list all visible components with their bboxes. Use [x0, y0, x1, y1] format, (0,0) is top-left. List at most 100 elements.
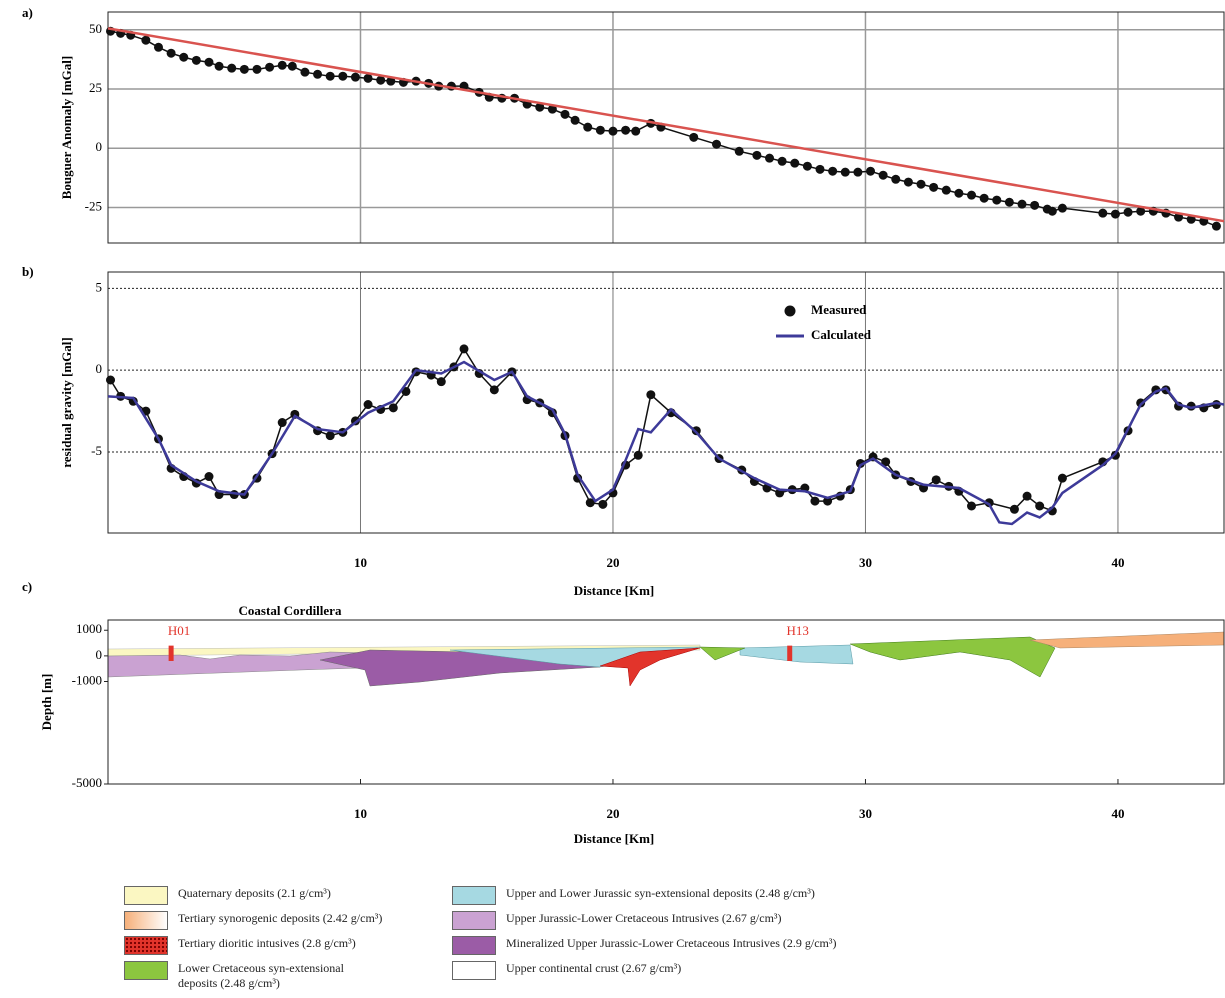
data-point: [490, 385, 499, 394]
data-point: [942, 186, 951, 195]
legend-swatch: [124, 961, 168, 980]
legend-marker: [785, 306, 796, 317]
data-point: [571, 116, 580, 125]
panel-label: a): [22, 5, 33, 20]
plot-frame: [108, 12, 1224, 243]
legend-swatch: [124, 911, 168, 930]
data-point: [790, 159, 799, 168]
data-point: [326, 72, 335, 81]
well-label: H13: [787, 623, 809, 638]
data-point: [389, 403, 398, 412]
data-point: [313, 70, 322, 79]
data-point: [810, 497, 819, 506]
x-tick-label: 10: [354, 806, 367, 821]
data-point: [598, 500, 607, 509]
data-point: [954, 189, 963, 198]
data-point: [1010, 505, 1019, 514]
data-point: [765, 154, 774, 163]
series-line: [111, 349, 1217, 511]
data-point: [803, 162, 812, 171]
data-point: [1005, 198, 1014, 207]
y-axis-label: Depth [m]: [39, 674, 54, 731]
legend-item: Tertiary dioritic intusives (2.8 g/cm³): [124, 936, 356, 955]
data-point: [561, 110, 570, 119]
data-point: [816, 165, 825, 174]
data-point: [735, 147, 744, 156]
y-tick-label: -5000: [72, 775, 102, 790]
legend-item: Tertiary synorogenic deposits (2.42 g/cm…: [124, 911, 382, 930]
data-point: [904, 178, 913, 187]
data-point: [621, 126, 630, 135]
well: [169, 646, 174, 661]
legend-label: Lower Cretaceous syn-extensional deposit…: [178, 961, 383, 991]
legend-item: Mineralized Upper Jurassic-Lower Cretace…: [452, 936, 837, 955]
data-point: [215, 62, 224, 71]
x-axis-label: Distance [Km]: [574, 583, 655, 598]
data-point: [980, 194, 989, 203]
y-tick-label: -5: [91, 443, 102, 458]
data-point: [932, 475, 941, 484]
series-line: [108, 28, 1224, 221]
legend-label: Tertiary dioritic intusives (2.8 g/cm³): [178, 936, 356, 951]
data-point: [106, 376, 115, 385]
panel-label: c): [22, 579, 32, 594]
data-point: [929, 183, 938, 192]
legend-label: Upper and Lower Jurassic syn-extensional…: [506, 886, 815, 901]
data-point: [992, 196, 1001, 205]
legend-item: Quaternary deposits (2.1 g/cm³): [124, 886, 331, 905]
y-tick-label: 1000: [76, 621, 102, 636]
figure: a)50250-25Bouguer Anomaly [mGal]b)50-510…: [0, 0, 1225, 998]
legend-swatch: [452, 886, 496, 905]
data-point: [631, 127, 640, 136]
data-point: [1111, 210, 1120, 219]
data-point: [278, 61, 287, 70]
data-point: [1035, 502, 1044, 511]
data-point: [364, 400, 373, 409]
data-point: [853, 168, 862, 177]
data-point: [141, 36, 150, 45]
data-point: [288, 62, 297, 71]
y-tick-label: 0: [96, 647, 103, 662]
legend-label: Mineralized Upper Jurassic-Lower Cretace…: [506, 936, 837, 951]
data-point: [240, 65, 249, 74]
geology-section: [108, 630, 1224, 784]
data-point: [1212, 222, 1221, 231]
y-tick-label: -25: [85, 198, 102, 213]
data-point: [596, 126, 605, 135]
x-tick-label: 30: [859, 555, 872, 570]
data-point: [1030, 201, 1039, 210]
data-point: [634, 451, 643, 460]
legend-swatch: [452, 961, 496, 980]
legend-label: Calculated: [811, 327, 872, 342]
x-axis-label: Distance [Km]: [574, 831, 655, 846]
data-point: [326, 431, 335, 440]
x-tick-label: 20: [606, 806, 619, 821]
data-point: [646, 390, 655, 399]
data-point: [338, 72, 347, 81]
legend-label: Measured: [811, 302, 867, 317]
data-point: [712, 140, 721, 149]
data-point: [167, 49, 176, 58]
legend-swatch: [124, 886, 168, 905]
legend-label: Upper continental crust (2.67 g/cm³): [506, 961, 681, 976]
legend-label: Quaternary deposits (2.1 g/cm³): [178, 886, 331, 901]
data-point: [1023, 492, 1032, 501]
y-tick-label: 5: [96, 279, 103, 294]
data-point: [192, 56, 201, 65]
legend-item: Upper Jurassic-Lower Cretaceous Intrusiv…: [452, 911, 782, 930]
data-point: [841, 168, 850, 177]
plot-frame: [108, 272, 1224, 533]
y-axis-label: Bouguer Anomaly [mGal]: [59, 56, 74, 200]
legend-item: Upper continental crust (2.67 g/cm³): [452, 961, 681, 980]
data-point: [1058, 204, 1067, 213]
annotation: Coastal Cordillera: [239, 603, 342, 618]
data-point: [154, 43, 163, 52]
well: [787, 646, 792, 661]
x-tick-label: 40: [1111, 806, 1124, 821]
legend-label: Upper Jurassic-Lower Cretaceous Intrusiv…: [506, 911, 782, 926]
data-point: [891, 175, 900, 184]
x-tick-label: 30: [859, 806, 872, 821]
data-point: [1058, 474, 1067, 483]
legend-label: Tertiary synorogenic deposits (2.42 g/cm…: [178, 911, 382, 926]
x-tick-label: 20: [606, 555, 619, 570]
